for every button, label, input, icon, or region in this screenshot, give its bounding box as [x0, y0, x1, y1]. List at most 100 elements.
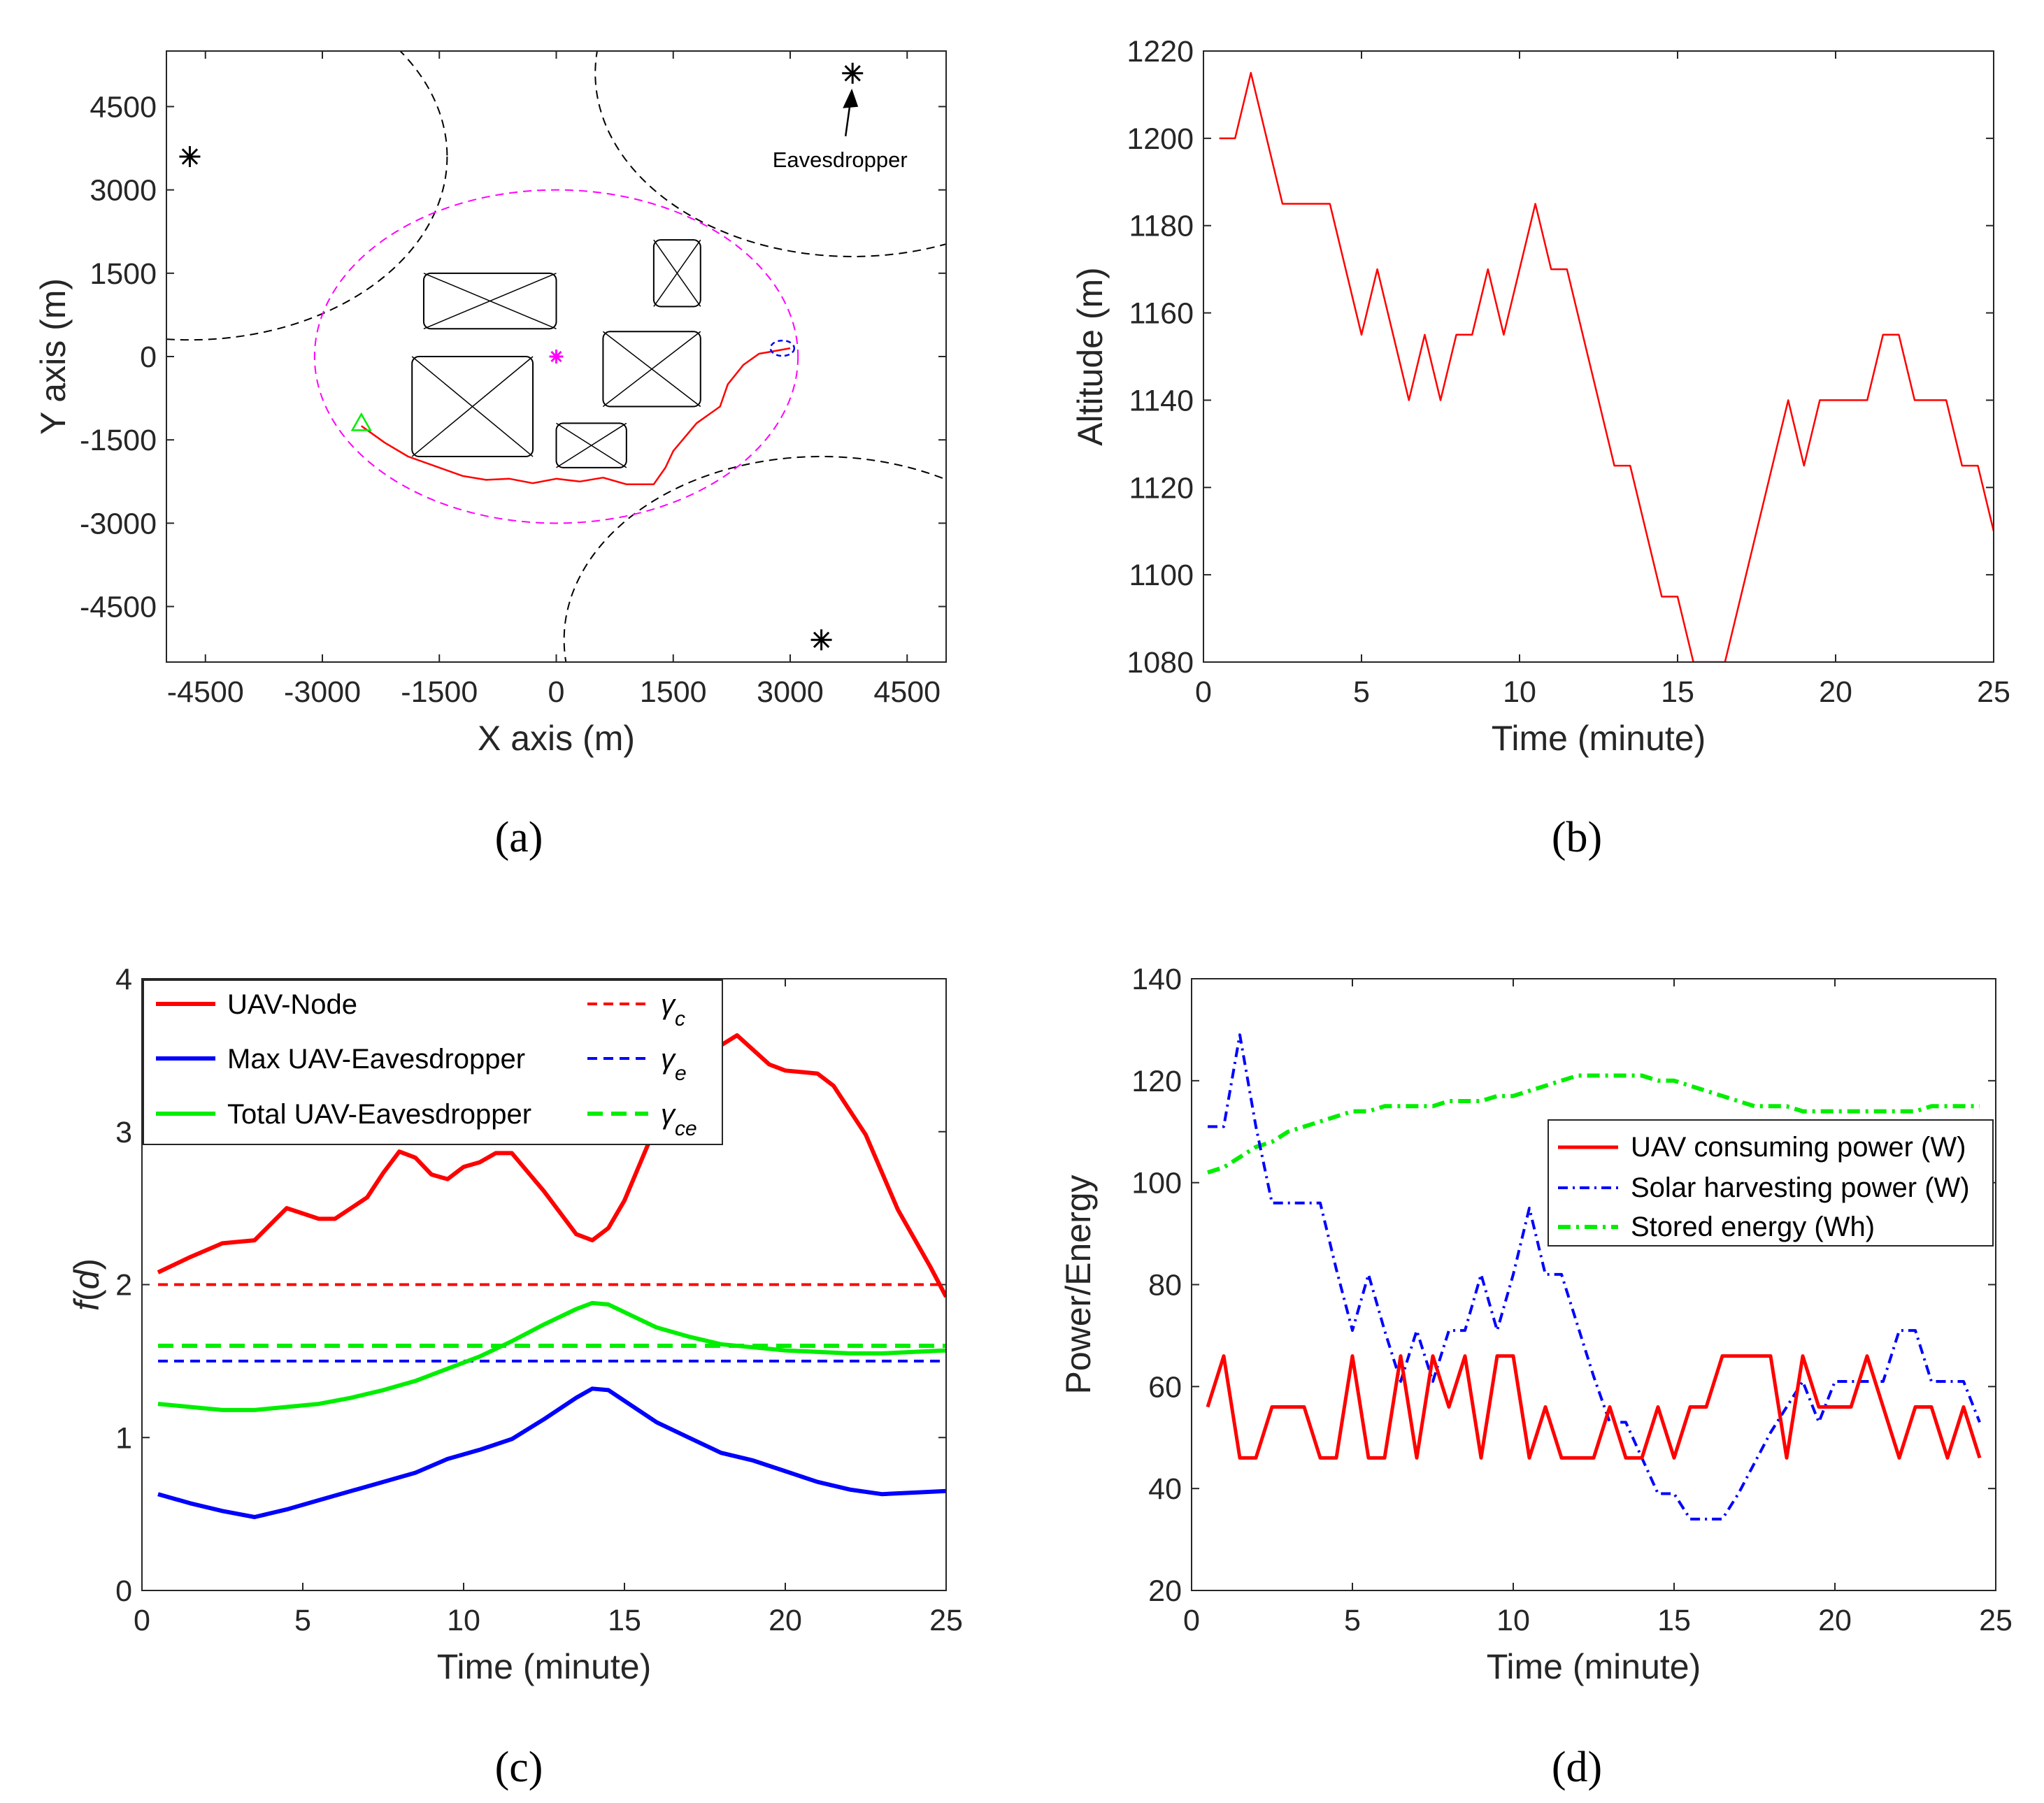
- panel-d-xtick-label-2: 10: [1496, 1604, 1530, 1637]
- panel-b-xlabel: Time (minute): [1492, 719, 1706, 758]
- panel-b-ytick-label-1: 1100: [1129, 559, 1194, 592]
- panel-a-start-marker: [350, 412, 372, 431]
- panel-a-end-marker: [769, 339, 796, 357]
- panel-c-ytick-label-0: 0: [115, 1574, 132, 1608]
- panel-a-annotation-arrow-head: [843, 88, 859, 108]
- panel-b-ylabel: Altitude (m): [1071, 267, 1110, 446]
- panel-a-obstacle-0: [422, 272, 557, 330]
- panel-a-ytick-label-3: 0: [140, 340, 157, 374]
- panel-c-legend: UAV-Node Max UAV-Eavesdropper Total UAV-Ea…: [143, 979, 723, 1145]
- panel-a-obstacle-box-0: [422, 272, 557, 330]
- panel-a-obstacle-4: [555, 422, 627, 468]
- panel-a-eavesdropper-marker-0: [842, 62, 864, 84]
- panel-a-center-marker-stroke-3: [550, 350, 562, 363]
- panel-b-altitude-line: [1219, 71, 1994, 662]
- panel-d-ytick-label-6: 140: [1131, 963, 1182, 996]
- panel-d-ytick-label-1: 40: [1148, 1472, 1182, 1506]
- panel-a-obstacle-box-3: [602, 331, 701, 408]
- panel-a-xtick-label-1: -3000: [284, 675, 361, 709]
- panel-b-axes-frame: [1203, 50, 1994, 663]
- panel-d-xlabel: Time (minute): [1487, 1647, 1701, 1686]
- panel-b-ytick-label-0: 1080: [1127, 646, 1194, 680]
- panel-d-series-line-1: [1208, 1033, 1981, 1521]
- panel-c-axes-frame: [141, 978, 947, 1591]
- panel-d-xtick-label-4: 20: [1818, 1604, 1852, 1637]
- panel-b-ytick-label-4: 1160: [1129, 297, 1194, 331]
- panel-d-legend-label-0: UAV consuming power (W): [1631, 1132, 1966, 1163]
- panel-a-obstacle-3: [602, 331, 701, 408]
- panel-b-ytick-label-7: 1220: [1127, 35, 1194, 69]
- panel-a-xtick-label-0: -4500: [167, 675, 244, 709]
- panel-a-ytick-label-2: -1500: [80, 424, 157, 457]
- panel-d-xtick-label-0: 0: [1183, 1604, 1200, 1637]
- panel-a-eavesdropper-range-0: [166, 51, 448, 341]
- panel-a-obstacle-diag2-0: [423, 273, 557, 329]
- panel-a-xtick-label-5: 3000: [757, 675, 824, 709]
- panel-b-xtick-label-4: 20: [1819, 675, 1852, 709]
- panel-a-obstacle-diag2-2: [411, 356, 534, 457]
- panel-d-ytick-label-5: 120: [1131, 1065, 1182, 1098]
- panel-b-xtick-label-1: 5: [1353, 675, 1370, 709]
- panel-a-obstacle-2: [411, 356, 534, 458]
- panel-b-ytick-label-6: 1200: [1127, 122, 1194, 156]
- panel-a-xtick-label-2: -1500: [401, 675, 478, 709]
- panel-c-series-line-1: [157, 1386, 946, 1519]
- γc: γc: [661, 989, 685, 1030]
- panel-b-ytick-label-5: 1180: [1129, 210, 1194, 243]
- panel-d-plot-area: [1192, 979, 1996, 1590]
- panel-b-altitude-plot: 0 5 10 15 20 25 1080 1100 1120 1140 1160 1180 1200 12…: [1071, 35, 2010, 758]
- panel-d-ytick-label-0: 20: [1148, 1574, 1182, 1608]
- panel-a-obstacle-1: [652, 239, 701, 308]
- panel-c-ylabel: f(d): [67, 1258, 106, 1311]
- panel-a-ytick-label-6: 4500: [90, 90, 157, 124]
- panel-a-uav-trajectory: [361, 347, 791, 485]
- panel-d-ytick-label-3: 80: [1148, 1269, 1182, 1302]
- panel-c-ytick-label-4: 4: [115, 963, 132, 996]
- panel-a-obstacle-diag2-4: [556, 422, 627, 468]
- panel-d-power-energy-plot: 0 5 10 15 20 25 20 40 60 80 100 120 140 Time (minute)…: [1059, 963, 2013, 1686]
- panel-b-ytick-label-3: 1140: [1129, 384, 1194, 417]
- panel-c-xlabel: Time (minute): [437, 1647, 652, 1686]
- panel-a-eavesdropper-annotation: Eavesdropper: [773, 148, 908, 172]
- panel-b-xtick-label-0: 0: [1195, 675, 1212, 709]
- panel-a-center-marker: [549, 350, 564, 364]
- panel-a-eavesdropper-marker-1: [179, 145, 201, 167]
- panel-a-ytick-label-0: -4500: [80, 591, 157, 624]
- panel-d-axes-frame: [1191, 978, 1996, 1591]
- panel-label-a: (a): [495, 814, 543, 861]
- panel-a-obstacle-box-4: [555, 422, 627, 468]
- panel-a-ytick-label-4: 1500: [90, 257, 157, 291]
- panel-d-legend-box: [1548, 1119, 1994, 1247]
- panel-c-xtick-label-1: 5: [294, 1604, 311, 1637]
- panel-a-xtick-label-3: 0: [548, 675, 565, 709]
- panel-c-plot-content: [157, 1033, 946, 1519]
- panel-a-trajectory-plot: -4500 -3000 -1500 0 1500 3000 4500 -4500 -3000 -1…: [34, 50, 947, 758]
- panel-c-xtick-label-0: 0: [134, 1604, 150, 1637]
- panel-c-legend-label-1: Max UAV-Eavesdropper: [227, 1044, 525, 1075]
- panel-d-xtick-label-3: 15: [1657, 1604, 1691, 1637]
- panel-b-plot-area: [1203, 51, 1994, 662]
- panel-c-ytick-label-3: 3: [115, 1116, 132, 1149]
- panel-a-eavesdropper-marker-0-stroke-3: [844, 65, 861, 82]
- panel-d-xtick-label-5: 25: [1979, 1604, 2013, 1637]
- panel-b-plot-content: [1219, 71, 1994, 662]
- panel-c-xtick-label-3: 15: [608, 1604, 641, 1637]
- panel-d-series-line-0: [1206, 1354, 1982, 1460]
- panel-a-ytick-label-1: -3000: [80, 507, 157, 540]
- panel-c-ytick-label-1: 1: [115, 1421, 132, 1455]
- panel-a-ytick-label-5: 3000: [90, 174, 157, 208]
- panel-c-xtick-label-2: 10: [447, 1604, 480, 1637]
- panel-d-ytick-label-2: 60: [1148, 1370, 1182, 1404]
- panel-label-c: (c): [495, 1744, 543, 1791]
- panel-a-obstacle-diag2-3: [602, 331, 701, 408]
- panel-a-xtick-label-4: 1500: [640, 675, 707, 709]
- panel-a-eavesdropper-marker-1-stroke-3: [181, 148, 199, 165]
- panel-c-ytick-label-2: 2: [115, 1269, 132, 1302]
- panel-a-eavesdropper-marker-2: [810, 629, 832, 651]
- panel-d-legend-label-1: Solar harvesting power (W): [1631, 1172, 1970, 1203]
- panel-a-xlabel: X axis (m): [478, 719, 635, 758]
- γce: γce: [661, 1099, 697, 1140]
- panel-b-xtick-label-2: 10: [1503, 675, 1536, 709]
- panel-d-plot-content: [1206, 1033, 1982, 1521]
